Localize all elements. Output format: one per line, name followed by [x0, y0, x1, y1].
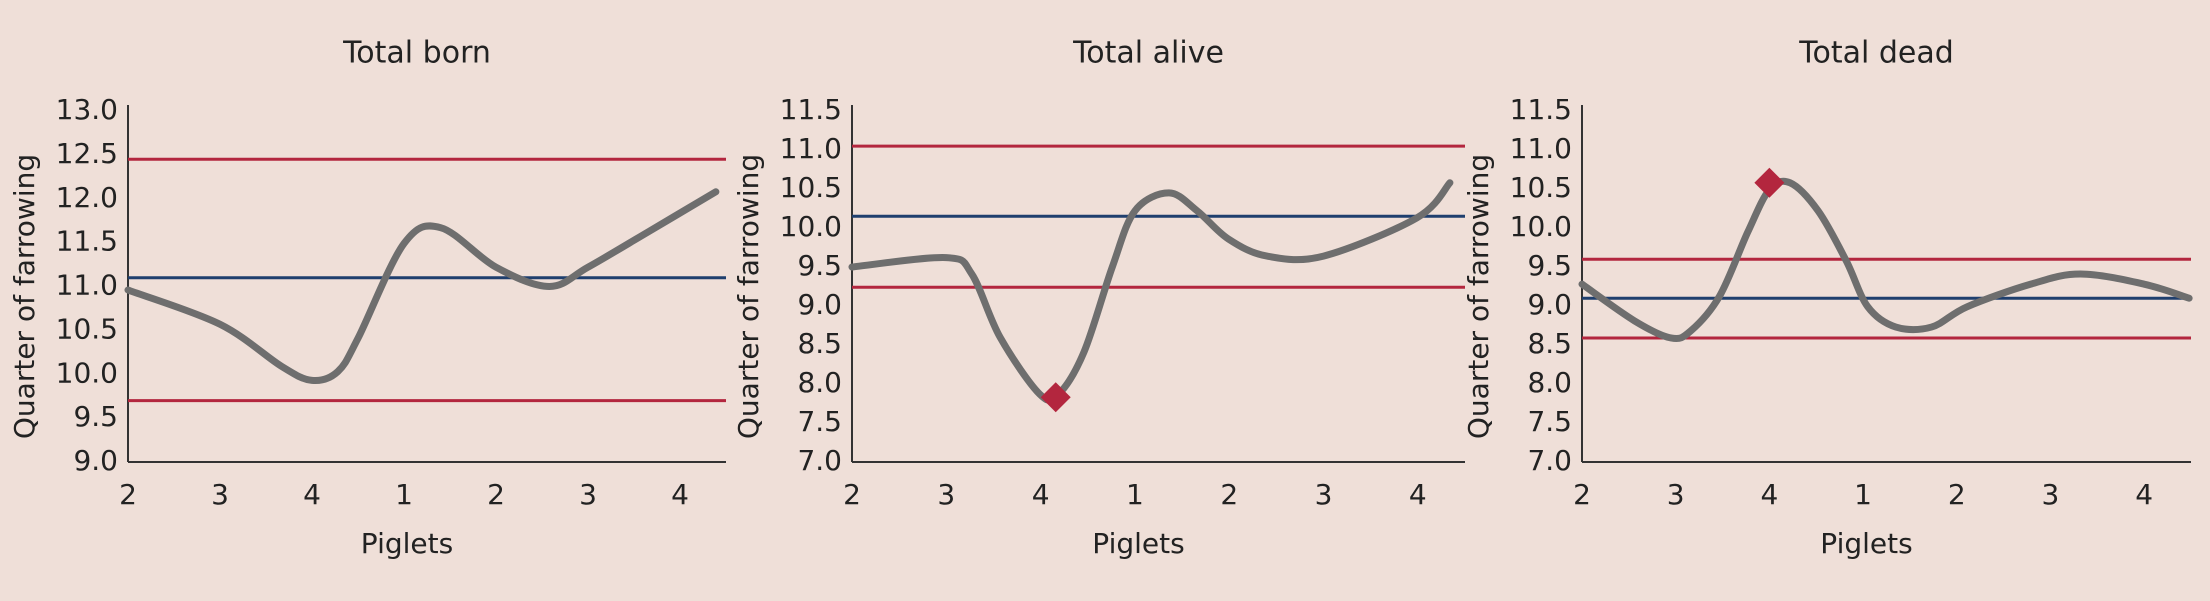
- x-axis-label: Piglets: [361, 527, 453, 560]
- y-tick-label: 8.0: [1527, 366, 1572, 399]
- y-tick-label: 8.5: [1527, 327, 1572, 360]
- y-tick-label: 8.5: [797, 327, 842, 360]
- y-tick-label: 11.0: [1510, 132, 1572, 165]
- y-axis-label: Quarter of farrowing: [1462, 154, 1495, 439]
- x-tick-label: 2: [119, 478, 137, 511]
- y-tick-label: 10.5: [1510, 171, 1572, 204]
- y-axis-label: Quarter of farrowing: [8, 154, 41, 439]
- chart-title: Total alive: [1072, 36, 1224, 71]
- y-tick-label: 8.0: [797, 366, 842, 399]
- x-tick-label: 3: [1315, 478, 1333, 511]
- x-tick-label: 1: [1854, 478, 1872, 511]
- x-tick-label: 2: [1573, 478, 1591, 511]
- x-axis-label: Piglets: [1092, 527, 1184, 560]
- y-tick-label: 11.5: [780, 93, 842, 126]
- y-tick-label: 12.5: [56, 137, 118, 170]
- x-tick-label: 3: [2042, 478, 2060, 511]
- highlight-marker: [1754, 167, 1785, 198]
- x-tick-label: 3: [1667, 478, 1685, 511]
- x-tick-label: 4: [1032, 478, 1050, 511]
- y-tick-label: 9.0: [797, 288, 842, 321]
- y-tick-label: 9.0: [1527, 288, 1572, 321]
- chart-title: Total born: [342, 36, 491, 71]
- data-line: [124, 188, 720, 385]
- y-tick-label: 10.5: [56, 312, 118, 345]
- x-tick-label: 2: [1948, 478, 1966, 511]
- highlight-marker: [1040, 382, 1071, 413]
- data-line: [1578, 177, 2193, 343]
- y-tick-label: 7.5: [797, 405, 842, 438]
- x-tick-label: 1: [395, 478, 413, 511]
- y-tick-label: 7.0: [1527, 444, 1572, 477]
- y-tick-label: 7.5: [1527, 405, 1572, 438]
- x-tick-label: 3: [937, 478, 955, 511]
- x-tick-label: 4: [671, 478, 689, 511]
- data-line: [848, 179, 1454, 404]
- y-tick-label: 9.5: [1527, 249, 1572, 282]
- y-tick-label: 11.0: [780, 132, 842, 165]
- y-tick-label: 9.5: [797, 249, 842, 282]
- y-tick-label: 11.5: [1510, 93, 1572, 126]
- x-tick-label: 2: [843, 478, 861, 511]
- y-tick-label: 11.0: [56, 269, 118, 302]
- x-tick-label: 4: [1409, 478, 1427, 511]
- x-tick-label: 3: [211, 478, 229, 511]
- y-tick-label: 12.0: [56, 181, 118, 214]
- y-tick-label: 9.5: [73, 400, 118, 433]
- x-axis-label: Piglets: [1820, 527, 1912, 560]
- y-tick-label: 9.0: [73, 444, 118, 477]
- x-tick-label: 2: [487, 478, 505, 511]
- chart-title: Total dead: [1798, 36, 1954, 71]
- y-tick-label: 11.5: [56, 225, 118, 258]
- y-tick-label: 13.0: [56, 93, 118, 126]
- y-axis-label: Quarter of farrowing: [732, 154, 765, 439]
- y-tick-label: 10.0: [1510, 210, 1572, 243]
- y-tick-label: 10.0: [780, 210, 842, 243]
- y-tick-label: 10.5: [780, 171, 842, 204]
- y-tick-label: 7.0: [797, 444, 842, 477]
- y-tick-label: 10.0: [56, 356, 118, 389]
- x-tick-label: 1: [1126, 478, 1144, 511]
- x-tick-label: 2: [1220, 478, 1238, 511]
- x-tick-label: 4: [1760, 478, 1778, 511]
- x-tick-label: 3: [579, 478, 597, 511]
- x-tick-label: 4: [303, 478, 321, 511]
- x-tick-label: 4: [2135, 478, 2153, 511]
